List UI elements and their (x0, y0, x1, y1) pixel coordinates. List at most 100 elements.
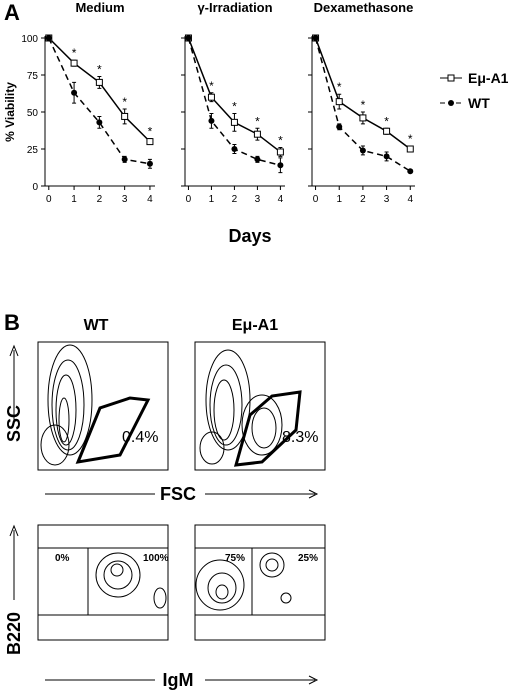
series-line (48, 37, 151, 165)
x-axis-label: Days (228, 226, 271, 246)
x-tick-label: 0 (46, 194, 52, 205)
x-tick-label: 2 (97, 194, 103, 205)
y-tick-label: 25 (27, 145, 39, 156)
y-axis-label: B220 (4, 612, 24, 655)
quadrant-line (38, 547, 325, 616)
flow-panel: WT Eμ-A1 0.4% 8.3% FSC SSC 0% 100% 75% 2… (4, 317, 326, 690)
annotation: * (408, 132, 413, 146)
data-point (359, 114, 367, 122)
x-tick-label: 1 (71, 194, 77, 205)
data-point (146, 138, 154, 146)
panel-label: B (4, 310, 20, 335)
gate-label: 100% (143, 553, 169, 564)
annotation: * (337, 80, 342, 94)
y-tick-label: 50 (27, 108, 39, 119)
gate-label: 8.3% (282, 429, 318, 446)
chart-title: Medium (75, 0, 124, 15)
x-tick-label: 0 (313, 194, 319, 205)
contours (95, 552, 292, 611)
gate-label: 0.4% (122, 429, 158, 446)
data-point (146, 160, 153, 167)
x-tick-label: 4 (278, 194, 284, 205)
y-tick-label: 0 (32, 182, 38, 193)
annotation: * (148, 125, 153, 139)
panel-label: A (4, 0, 20, 25)
data-point (71, 89, 78, 96)
x-tick-label: 2 (360, 194, 366, 205)
data-point (312, 35, 319, 41)
annotation: * (72, 46, 77, 60)
data-point (277, 162, 284, 169)
annotation: * (255, 114, 260, 128)
annotation: * (361, 98, 366, 112)
x-tick-label: 1 (209, 194, 215, 205)
gate-label: 25% (298, 553, 318, 564)
x-axis-label: IgM (163, 670, 194, 690)
gate (75, 396, 151, 464)
x-axis-label: FSC (160, 484, 196, 504)
data-point (359, 147, 366, 154)
x-tick-label: 4 (147, 194, 153, 205)
arrow (205, 489, 319, 499)
legend-marker (448, 100, 454, 106)
data-point (95, 78, 103, 86)
data-point (70, 59, 78, 67)
series-line (314, 37, 411, 150)
data-point (406, 145, 414, 153)
data-point (45, 35, 52, 41)
data-point (207, 93, 215, 101)
annotation: * (209, 79, 214, 93)
x-tick-label: 3 (384, 194, 390, 205)
y-axis-label: SSC (4, 405, 24, 442)
plot-frame (194, 341, 326, 471)
y-tick-label: 75 (27, 71, 39, 82)
annotation: * (122, 95, 127, 109)
annotation: * (278, 134, 283, 148)
plot-frame (194, 524, 326, 641)
annotation: * (97, 62, 102, 76)
arrow (9, 524, 19, 600)
data-point (335, 98, 343, 106)
plot-frame (37, 341, 169, 471)
data-point (336, 123, 343, 130)
legend-marker (447, 74, 455, 82)
annotation: * (232, 99, 237, 113)
x-tick-label: 3 (255, 194, 261, 205)
data-point (383, 127, 391, 135)
y-axis-label: % Viability (3, 82, 17, 142)
legend-label: WT (468, 95, 490, 111)
series-line (187, 37, 281, 153)
data-point (276, 148, 284, 156)
annotation: * (384, 114, 389, 128)
arrow (205, 675, 319, 685)
plot-frame (37, 524, 169, 641)
x-tick-label: 3 (122, 194, 128, 205)
x-tick-label: 4 (407, 194, 413, 205)
x-tick-label: 0 (186, 194, 192, 205)
data-point (407, 168, 414, 175)
data-point (121, 156, 128, 163)
chart-title: γ-Irradiation (197, 0, 272, 15)
data-point (121, 112, 129, 120)
data-point (253, 130, 261, 138)
gate (233, 390, 302, 467)
data-point (96, 119, 103, 126)
y-tick-label: 100 (21, 34, 38, 45)
gate-label: 75% (225, 553, 245, 564)
legend-label: Eμ-A1 (468, 70, 509, 86)
arrow (9, 344, 19, 420)
data-point (185, 35, 192, 41)
data-point (231, 146, 238, 152)
contours (40, 344, 283, 466)
gate-label: 0% (55, 553, 70, 564)
column-label: WT (84, 317, 109, 334)
data-point (254, 156, 261, 163)
data-point (208, 117, 215, 124)
x-tick-label: 2 (232, 194, 238, 205)
data-point (230, 118, 238, 126)
chart-title: Dexamethasone (314, 0, 414, 15)
data-point (383, 153, 390, 160)
x-tick-label: 1 (336, 194, 342, 205)
column-label: Eμ-A1 (232, 317, 278, 334)
